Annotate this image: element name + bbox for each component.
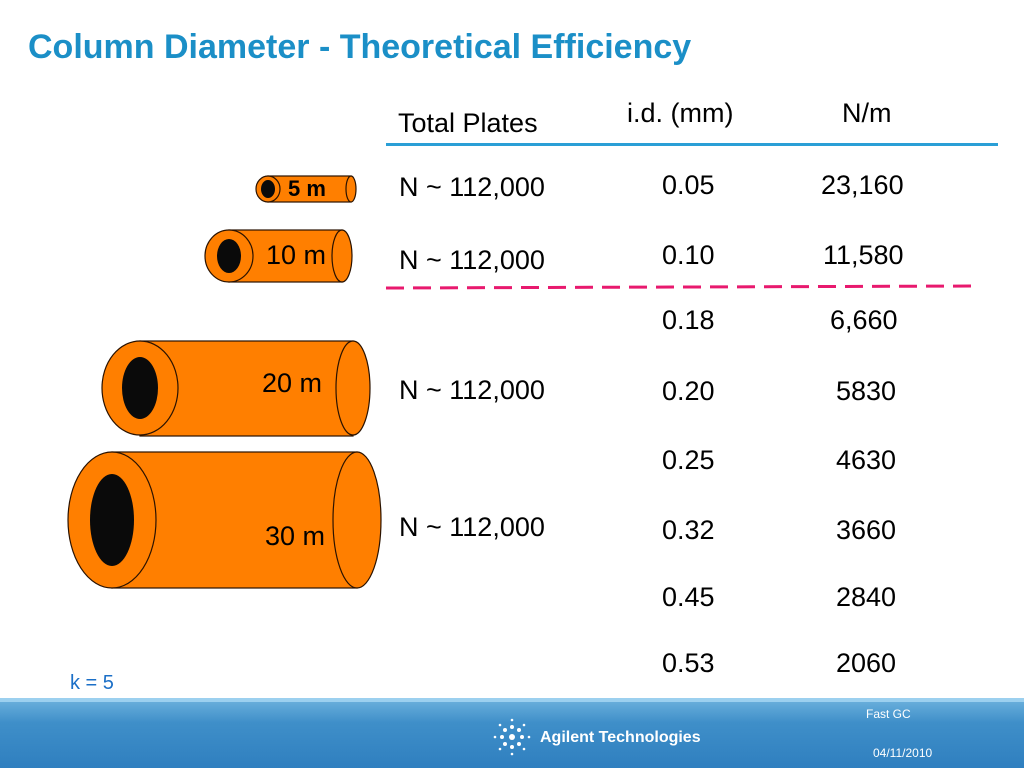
table-cell-npm: 6,660 [830,305,898,335]
table-cell-npm: 3660 [836,515,897,545]
total-plates-value: N ~ 112,000 [399,512,545,542]
efficiency-divider [385,284,981,290]
brand-name: Agilent Technologies [540,729,701,746]
footer-highlight [0,698,1024,702]
table-cell-id: 0.32 [662,515,715,545]
header-total-plates: Total Plates [398,108,538,138]
column-5m-label: 5 m [288,176,326,201]
column-cylinders [67,175,382,589]
total-plates-value: N ~ 112,000 [399,375,545,405]
table-cell-id: 0.05 [662,170,715,200]
column-5m-cylinder [255,175,357,203]
agilent-spark-icon [493,718,531,756]
table-cell-npm: 5830 [836,376,897,406]
table-cell-id: 0.10 [662,240,715,270]
table-cell-npm: 4630 [836,445,897,475]
table-cell-id: 0.18 [662,305,715,335]
footer-date: 04/11/2010 [873,746,933,760]
column-10m-label: 10 m [266,240,327,270]
footer-topic: Fast GC [866,707,911,721]
slide-title: Column Diameter - Theoretical Efficiency [28,28,692,66]
k-note: k = 5 [70,672,114,694]
table-cell-id: 0.25 [662,445,715,475]
header-id-mm: i.d. (mm) [627,98,734,128]
table-cell-id: 0.20 [662,376,715,406]
column-30m-cylinder [67,451,382,589]
header-n-per-m: N/m [842,98,892,128]
total-plates-value: N ~ 112,000 [399,172,545,202]
table-cell-id: 0.45 [662,582,715,612]
column-20m-cylinder [101,340,371,437]
column-30m-label: 30 m [265,521,326,551]
column-10m-cylinder [204,229,353,283]
footer-bar [0,698,1024,768]
table-cell-id: 0.53 [662,648,715,678]
header-rule [386,143,998,146]
table-cell-npm: 2840 [836,582,897,612]
table-cell-npm: 11,580 [823,240,904,270]
table-cell-npm: 2060 [836,648,897,678]
column-20m-label: 20 m [262,368,323,398]
total-plates-value: N ~ 112,000 [399,245,545,275]
table-cell-npm: 23,160 [821,170,904,200]
